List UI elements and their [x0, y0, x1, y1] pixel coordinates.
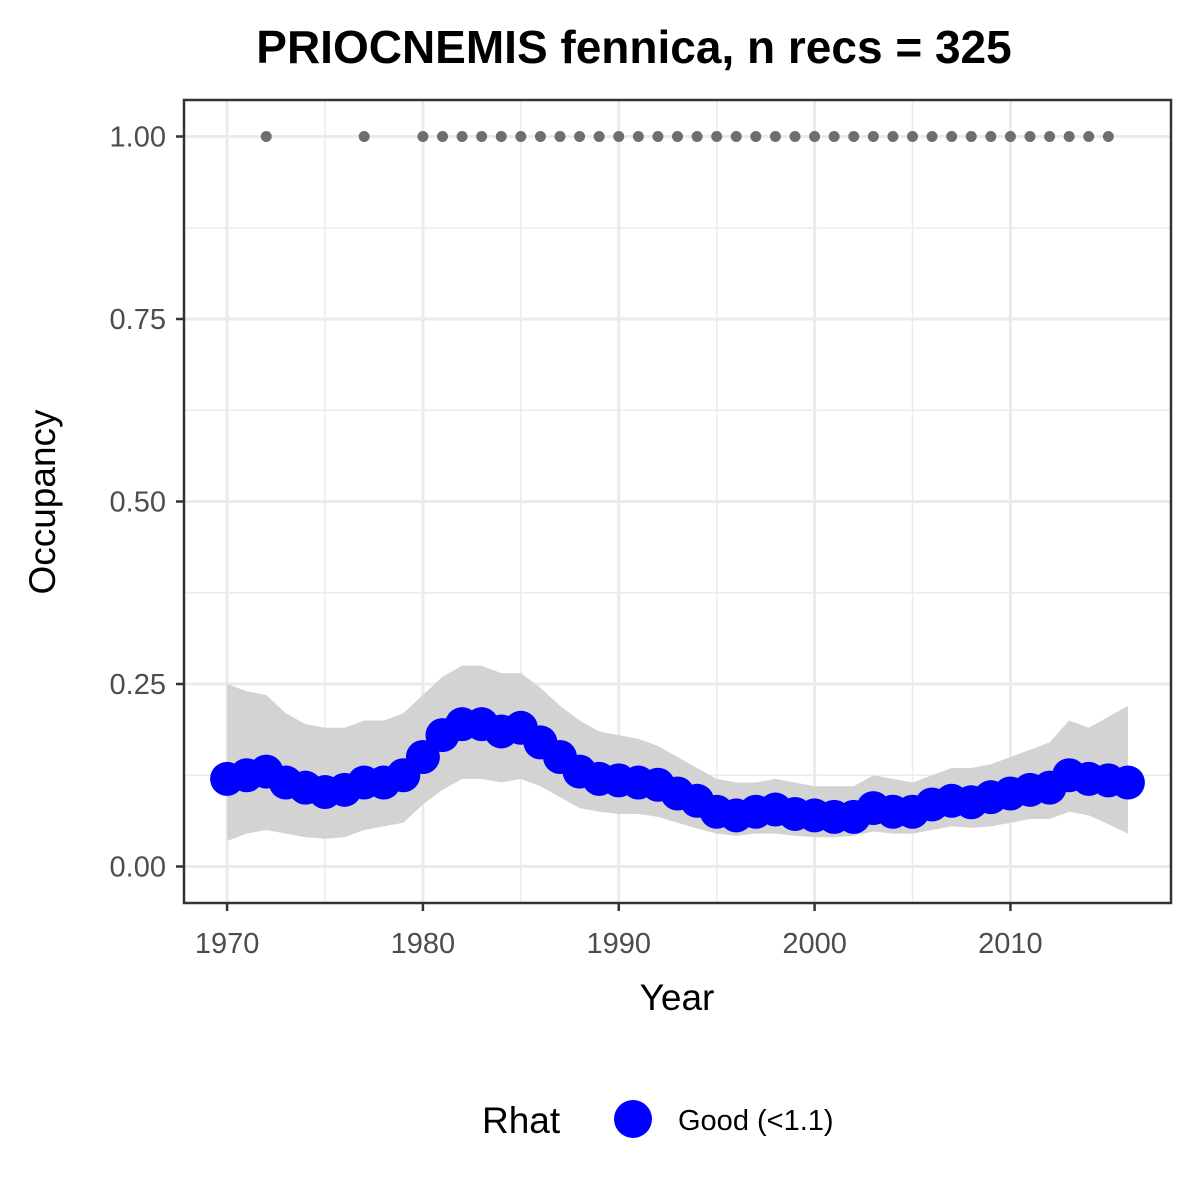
y-tick-label: 0.00 [110, 852, 166, 884]
record-point [965, 131, 977, 142]
record-point [828, 131, 840, 142]
record-point [515, 131, 527, 142]
grid-lines [184, 100, 1171, 903]
record-point [1024, 131, 1036, 142]
legend-title: Rhat [482, 1100, 561, 1141]
record-point [946, 131, 958, 142]
record-point [926, 131, 938, 142]
record-point [867, 131, 879, 142]
records-layer [260, 131, 1114, 142]
x-tick-label: 1980 [391, 928, 456, 960]
record-point [1063, 131, 1075, 142]
chart-title: PRIOCNEMIS fennica, n recs = 325 [256, 21, 1011, 73]
x-tick-label: 1970 [195, 928, 260, 960]
record-point [437, 131, 448, 142]
x-tick-label: 2010 [978, 928, 1043, 960]
y-tick-label: 0.75 [110, 304, 166, 336]
record-point [652, 131, 664, 142]
record-point [907, 131, 918, 142]
record-point [534, 131, 546, 142]
legend-key-good [614, 1100, 652, 1138]
record-point [887, 131, 899, 142]
legend-label-good: Good (<1.1) [678, 1105, 834, 1137]
record-point [672, 131, 683, 142]
confidence-ribbon [227, 665, 1128, 841]
record-point [632, 131, 644, 142]
occupancy-point [1110, 765, 1145, 800]
x-axis-title: Year [640, 977, 715, 1018]
record-point [613, 131, 625, 142]
record-point [1102, 131, 1114, 142]
x-tick-label: 1990 [586, 928, 651, 960]
confidence-ribbon-layer [227, 665, 1128, 841]
record-point [593, 131, 605, 142]
record-point [574, 131, 586, 142]
occupancy-points-layer [210, 707, 1145, 834]
record-point [789, 131, 801, 142]
record-point [809, 131, 821, 142]
record-point [750, 131, 762, 142]
record-point [691, 131, 703, 142]
x-axis-ticks: 1970 1980 1990 2000 2010 [195, 903, 1043, 960]
record-point [1004, 131, 1016, 142]
record-point [711, 131, 723, 142]
record-point [769, 131, 781, 142]
y-axis-ticks: 0.00 0.25 0.50 0.75 1.00 [110, 122, 184, 884]
y-tick-label: 0.50 [110, 487, 166, 519]
legend: Rhat Good (<1.1) [482, 1100, 834, 1141]
record-point [848, 131, 860, 142]
record-point [554, 131, 566, 142]
y-tick-label: 1.00 [110, 122, 166, 154]
record-point [456, 131, 468, 142]
x-tick-label: 2000 [782, 928, 847, 960]
record-point [1044, 131, 1056, 142]
record-point [730, 131, 742, 142]
record-point [495, 131, 507, 142]
y-axis-title: Occupancy [22, 409, 63, 595]
record-point [260, 131, 272, 142]
y-tick-label: 0.25 [110, 669, 166, 701]
record-point [476, 131, 488, 142]
occupancy-point [405, 740, 440, 774]
record-point [1083, 131, 1095, 142]
record-point [358, 131, 370, 142]
record-point [985, 131, 997, 142]
record-point [417, 131, 429, 142]
